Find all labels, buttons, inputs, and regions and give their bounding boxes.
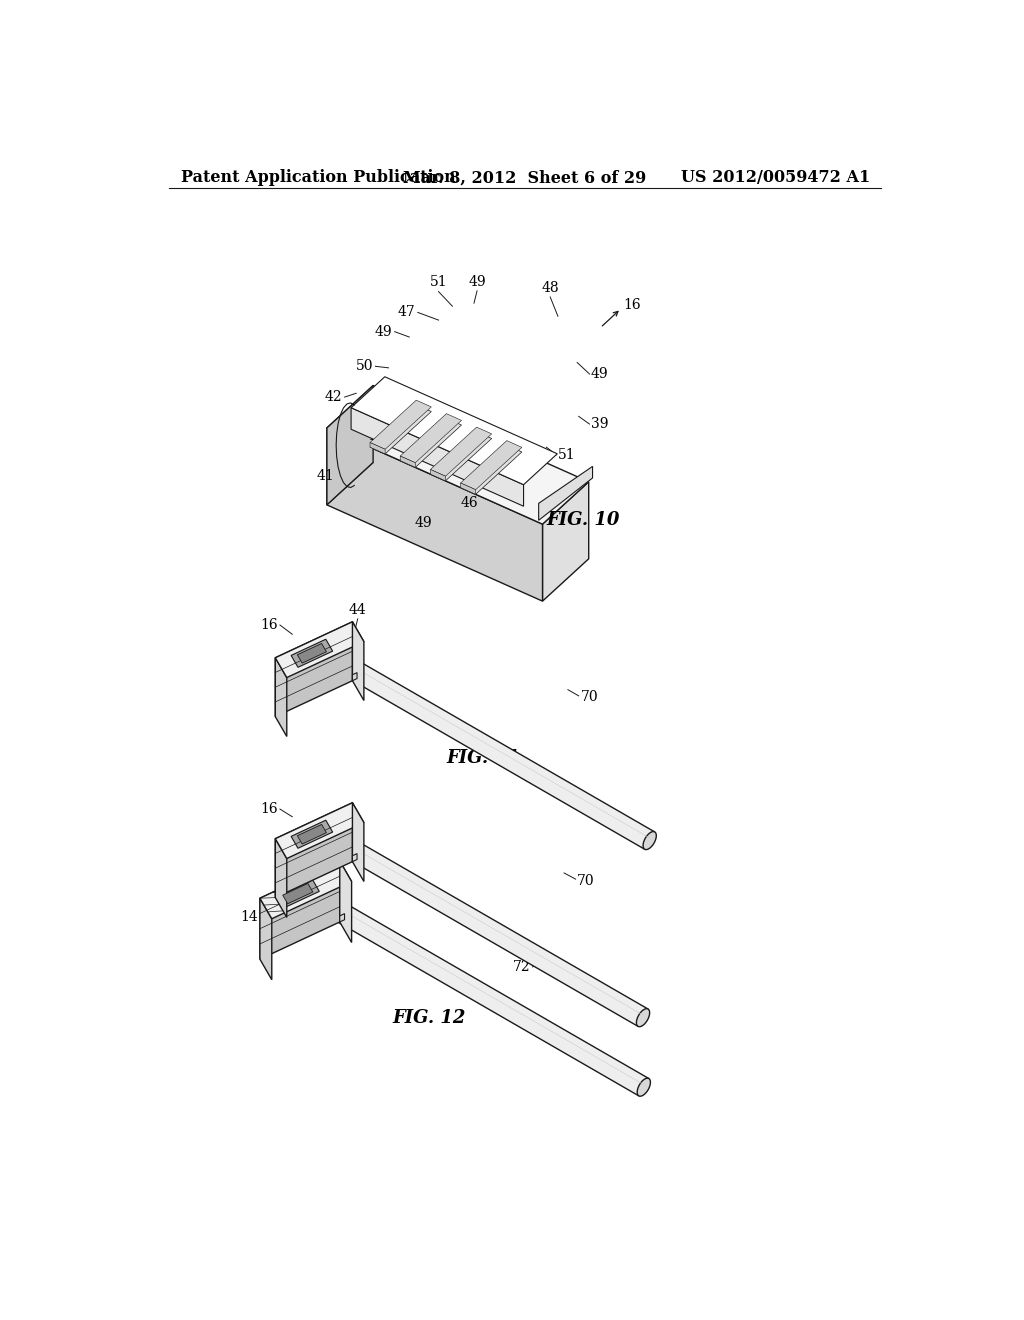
Text: 46: 46 xyxy=(461,496,478,510)
Text: 49: 49 xyxy=(468,276,485,289)
Polygon shape xyxy=(351,843,648,1027)
Polygon shape xyxy=(291,639,333,668)
Polygon shape xyxy=(430,432,492,480)
Polygon shape xyxy=(352,854,357,862)
Text: US 2012/0059472 A1: US 2012/0059472 A1 xyxy=(681,169,869,186)
Text: 16: 16 xyxy=(261,618,279,632)
Text: 72: 72 xyxy=(513,960,531,974)
Polygon shape xyxy=(539,466,593,520)
Polygon shape xyxy=(275,803,364,858)
Polygon shape xyxy=(275,803,352,898)
Polygon shape xyxy=(351,376,557,484)
Text: Mar. 8, 2012  Sheet 6 of 29: Mar. 8, 2012 Sheet 6 of 29 xyxy=(403,169,646,186)
Polygon shape xyxy=(351,663,654,849)
Polygon shape xyxy=(327,462,373,506)
Polygon shape xyxy=(283,883,313,904)
Text: 51: 51 xyxy=(558,447,575,462)
Text: 70: 70 xyxy=(581,690,599,705)
Polygon shape xyxy=(327,385,589,524)
Polygon shape xyxy=(260,861,351,919)
Text: FIG. 10: FIG. 10 xyxy=(547,511,620,529)
Polygon shape xyxy=(461,441,522,490)
Text: 49: 49 xyxy=(415,516,432,531)
Text: 42: 42 xyxy=(325,391,342,404)
Polygon shape xyxy=(327,385,373,506)
Text: 44: 44 xyxy=(349,602,367,616)
Text: 41: 41 xyxy=(316,469,335,483)
Polygon shape xyxy=(430,470,445,480)
Text: Patent Application Publication: Patent Application Publication xyxy=(180,169,456,186)
Polygon shape xyxy=(461,483,476,494)
Polygon shape xyxy=(637,1078,650,1096)
Polygon shape xyxy=(352,673,357,681)
Polygon shape xyxy=(275,838,287,917)
Polygon shape xyxy=(260,861,340,960)
Polygon shape xyxy=(370,442,385,454)
Text: 16: 16 xyxy=(261,803,279,816)
Polygon shape xyxy=(352,622,364,701)
Polygon shape xyxy=(339,906,649,1096)
Text: 14: 14 xyxy=(240,909,258,924)
Polygon shape xyxy=(275,622,352,717)
Polygon shape xyxy=(400,413,462,463)
Text: 48: 48 xyxy=(542,281,559,294)
Text: 51: 51 xyxy=(430,276,447,289)
Text: 49: 49 xyxy=(591,367,608,381)
Text: 50: 50 xyxy=(355,359,373,374)
Text: FIG. 11: FIG. 11 xyxy=(446,748,519,767)
Polygon shape xyxy=(543,482,589,601)
Polygon shape xyxy=(276,879,319,908)
Polygon shape xyxy=(275,657,287,737)
Polygon shape xyxy=(643,832,656,850)
Polygon shape xyxy=(400,418,462,467)
Polygon shape xyxy=(430,428,492,477)
Polygon shape xyxy=(370,405,431,454)
Polygon shape xyxy=(352,803,364,882)
Polygon shape xyxy=(260,898,271,979)
Text: 49: 49 xyxy=(375,325,392,339)
Text: 16: 16 xyxy=(624,298,641,312)
Text: FIG. 12: FIG. 12 xyxy=(392,1010,466,1027)
Text: 49: 49 xyxy=(367,429,385,442)
Text: 70: 70 xyxy=(578,874,595,887)
Polygon shape xyxy=(370,400,431,449)
Polygon shape xyxy=(636,1008,649,1027)
Polygon shape xyxy=(340,913,344,921)
Polygon shape xyxy=(461,445,522,494)
Polygon shape xyxy=(291,820,333,849)
Text: 47: 47 xyxy=(397,305,416,319)
Polygon shape xyxy=(327,428,543,601)
Polygon shape xyxy=(297,825,327,843)
Polygon shape xyxy=(297,643,327,663)
Polygon shape xyxy=(400,455,416,467)
Polygon shape xyxy=(340,861,351,942)
Text: 39: 39 xyxy=(591,417,608,432)
Polygon shape xyxy=(351,408,523,507)
Polygon shape xyxy=(275,622,364,677)
